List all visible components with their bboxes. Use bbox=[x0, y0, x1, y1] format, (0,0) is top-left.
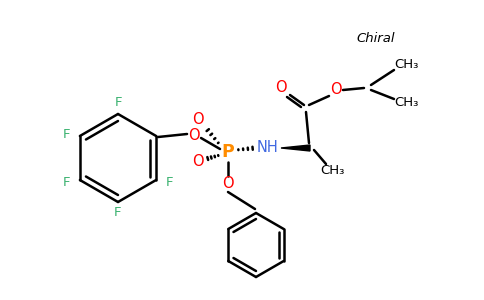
Text: F: F bbox=[63, 128, 71, 140]
Text: F: F bbox=[63, 176, 71, 188]
Polygon shape bbox=[281, 145, 310, 151]
Text: O: O bbox=[222, 176, 234, 191]
Text: CH₃: CH₃ bbox=[394, 58, 418, 70]
Text: Chiral: Chiral bbox=[357, 32, 395, 44]
Text: CH₃: CH₃ bbox=[394, 95, 418, 109]
Text: NH: NH bbox=[257, 140, 279, 155]
Text: O: O bbox=[188, 128, 200, 143]
Text: P: P bbox=[222, 143, 234, 161]
Text: F: F bbox=[114, 206, 122, 220]
Text: O: O bbox=[192, 154, 204, 169]
Text: F: F bbox=[114, 97, 122, 110]
Text: O: O bbox=[275, 80, 287, 95]
Text: O: O bbox=[330, 82, 342, 98]
Text: CH₃: CH₃ bbox=[320, 164, 344, 176]
Text: F: F bbox=[166, 176, 173, 188]
Text: O: O bbox=[192, 112, 204, 128]
